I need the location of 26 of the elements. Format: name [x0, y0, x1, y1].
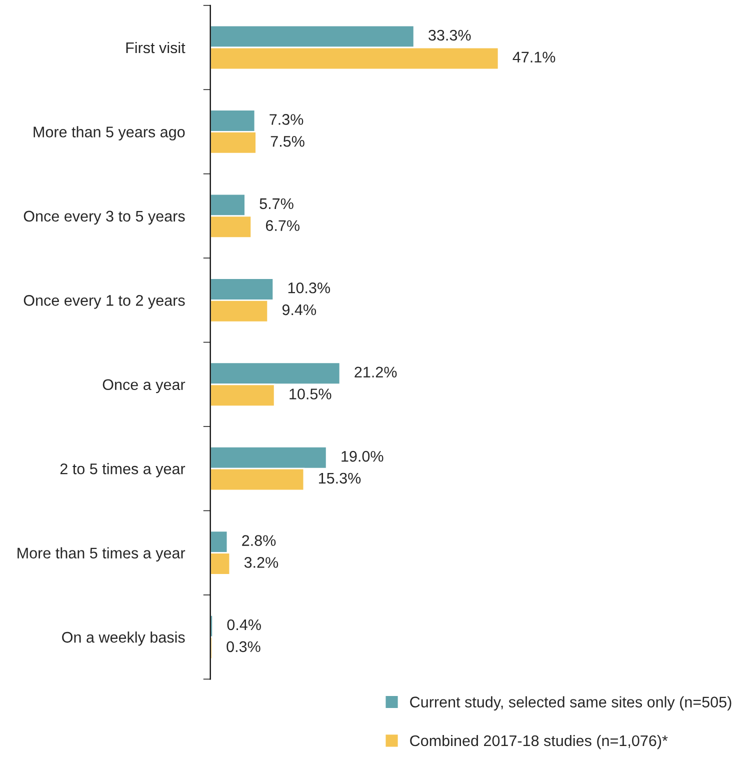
data-label: 7.3% — [270, 114, 304, 125]
data-label: 6.7% — [266, 220, 300, 231]
data-label: 47.1% — [512, 52, 556, 62]
data-label: 7.5% — [270, 136, 304, 147]
y-tick-label: Once a year — [102, 379, 186, 394]
data-label: 3.2% — [244, 557, 278, 568]
y-tick-label: First visit — [126, 42, 186, 54]
data-label: 33.3% — [428, 30, 471, 41]
data-label: 9.4% — [282, 304, 316, 316]
data-label: 0.3% — [226, 641, 260, 652]
y-tick-label: 2 to 5 times a year — [60, 463, 186, 478]
data-label: 21.2% — [354, 366, 397, 378]
y-tick-label: Once every 3 to 5 years — [24, 210, 185, 225]
y-tick-label: On a weekly basis — [62, 631, 185, 646]
y-tick-label: Once every 1 to 2 years — [24, 295, 185, 309]
data-label: 19.0% — [342, 450, 384, 462]
legend-label: Current study, selected same sites only (n=505) — [410, 696, 732, 710]
y-tick-label: More than 5 years ago — [34, 126, 185, 140]
data-label: 10.3% — [288, 282, 330, 294]
data-label: 5.7% — [260, 198, 294, 210]
y-tick-label: More than 5 times a year — [18, 547, 186, 562]
data-label: 2.8% — [242, 535, 276, 546]
data-label: 15.3% — [318, 472, 361, 484]
legend-label: Combined 2017-18 studies (n=1,076)* — [410, 734, 668, 750]
data-label: 10.5% — [290, 388, 332, 400]
data-label: 0.4% — [227, 619, 261, 630]
